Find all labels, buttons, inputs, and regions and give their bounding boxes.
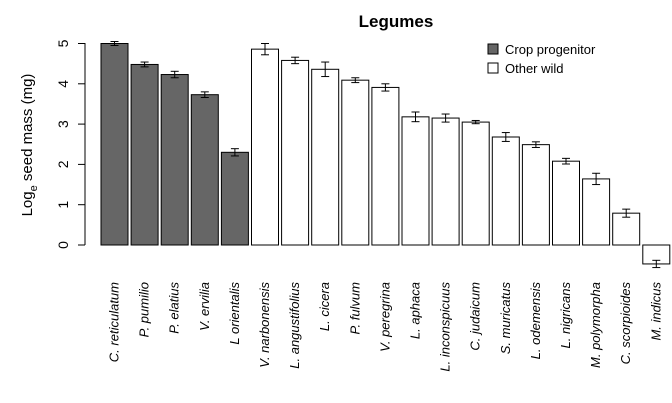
x-tick-label-c-judaicum: C. judaicum [468,282,483,351]
y-axis-label-main: Log [19,191,36,216]
x-tick-labels: C. reticulatum P. pumilio P. elatius V. erv… [107,282,664,372]
bars [100,43,671,265]
x-tick-label-l-aphaca: L. aphaca [408,282,423,339]
x-tick-label-p-fulvum: P. fulvum [347,282,362,335]
legend-swatch-other-wild [487,62,499,74]
x-tick-label-c-scorpioides: C. scorpioides [618,282,633,365]
chart-title: Legumes [359,12,434,31]
y-axis-label-unit: seed mass (mg) [19,74,36,186]
bar-v-ervilia [190,94,219,246]
bar-p-pumilio [130,63,159,246]
x-tick-label-v-peregrina: V. peregrina [377,282,392,352]
y-tick-label: 5 [55,39,71,47]
x-tick-label-v-ervilia: V. ervilia [197,282,212,331]
bar-m-polymorpha [582,178,611,246]
legend-swatch-crop-progenitor [487,43,499,55]
legend: Crop progenitor Other wild [487,42,596,76]
bar-s-muricatus [491,136,520,246]
x-tick-label-l-inconspicuus: L. inconspicuus [438,282,453,372]
bar-p-fulvum [341,79,370,246]
x-tick-label-m-indicus: M. indicus [648,282,663,341]
y-tick-label: 0 [55,241,71,249]
y-tick-label: 1 [55,201,71,209]
x-tick-label-l-odemensis: L. odemensis [528,282,543,360]
x-tick-label-p-pumilio: P. pumilio [137,282,152,337]
y-tick-label: 3 [55,120,71,128]
bar-l-nigricans [552,160,580,246]
x-tick-label-p-elatius: P. elatius [167,282,182,334]
bar-v-peregrina [371,86,400,246]
y-axis-label-subscript: e [28,185,40,191]
y-ticks: 0 1 2 3 4 5 [55,39,85,249]
bar-l-aphaca [401,116,430,246]
bar-p-elatius [160,74,189,246]
bar-l-odemensis [521,144,550,246]
bar-l-inconspicuus [431,117,460,246]
bar-l-angustifolius [281,59,310,246]
legend-label-other-wild: Other wild [505,61,564,76]
x-tick-label-l-orientalis: L orientalis [227,282,242,345]
bar-c-reticulatum [100,43,129,246]
y-axis: 0 1 2 3 4 5 Loge seed mass (mg) [19,39,86,249]
error-bars [110,40,661,269]
legend-label-crop-progenitor: Crop progenitor [505,42,596,57]
x-tick-label-l-cicera: L. cicera [317,282,332,331]
x-tick-label-v-narbonensis: V. narbonensis [257,282,272,368]
y-tick-label: 4 [55,80,71,88]
bar-v-narbonensis [251,48,279,246]
x-tick-label-l-nigricans: L. nigricans [558,282,573,349]
bar-c-scorpioides [612,212,641,246]
x-tick-label-s-muricatus: S. muricatus [498,282,513,355]
bar-l-cicera [311,68,340,246]
x-tick-label-m-polymorpha: M. polymorpha [588,282,603,368]
y-tick-label: 2 [55,160,71,168]
x-tick-label-c-reticulatum: C. reticulatum [107,282,122,362]
bar-c-judaicum [461,121,490,246]
bar-l-orientalis [220,151,249,246]
x-tick-label-l-angustifolius: L. angustifolius [287,282,302,369]
y-axis-label: Loge seed mass (mg) [19,74,40,217]
